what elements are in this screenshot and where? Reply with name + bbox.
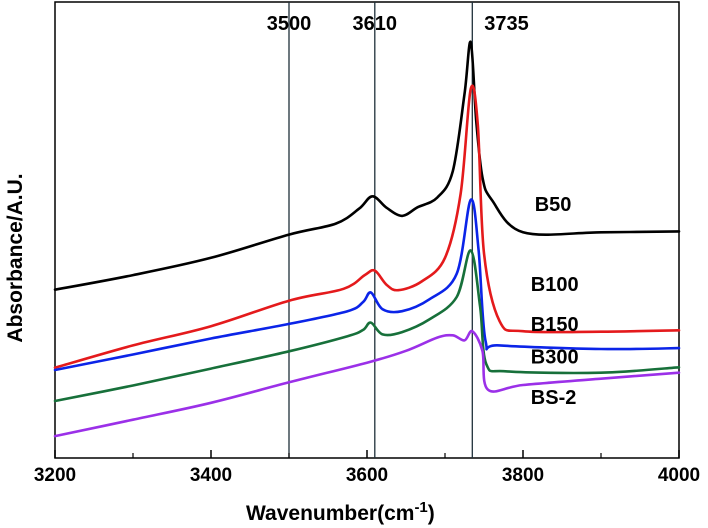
- series-label-bs-2: BS-2: [531, 387, 577, 409]
- x-tick-label: 3800: [502, 465, 544, 486]
- reference-lines: 3500 3610 3735: [267, 2, 529, 458]
- x-tick-label: 3200: [34, 465, 76, 486]
- series-label-b300: B300: [531, 347, 579, 369]
- x-axis-title-main: Wavenumber(cm: [246, 502, 414, 525]
- x-tick-label: 3400: [190, 465, 232, 486]
- peak-label-3610: 3610: [353, 13, 398, 35]
- series-line-b50: [53, 40, 681, 291]
- series-line-b100: [53, 84, 681, 369]
- x-axis-ticks: 3200 3400 3600 3800 4000: [34, 450, 700, 486]
- peak-label-3735: 3735: [484, 13, 529, 35]
- series-line-b150: [53, 198, 681, 372]
- series-labels: B50 B100 B150 B300 BS-2: [531, 194, 579, 409]
- plot-frame: [54, 1, 680, 459]
- x-tick-label: 3600: [346, 465, 388, 486]
- x-axis-title: Wavenumber(cm-1): [246, 499, 435, 525]
- series-label-b100: B100: [531, 274, 579, 296]
- series-label-b150: B150: [531, 314, 579, 336]
- series-line-b300: [53, 249, 681, 403]
- plot-area: [54, 1, 680, 459]
- series-label-b50: B50: [535, 194, 572, 216]
- y-axis-title: Absorbance/A.U.: [4, 173, 27, 342]
- series-line-bs-2: [53, 329, 681, 438]
- x-axis-title-superscript: -1: [414, 499, 427, 516]
- x-axis-title-close: ): [428, 502, 435, 525]
- x-tick-label: 4000: [658, 465, 700, 486]
- peak-label-3500: 3500: [267, 13, 312, 35]
- series-lines: [53, 40, 681, 438]
